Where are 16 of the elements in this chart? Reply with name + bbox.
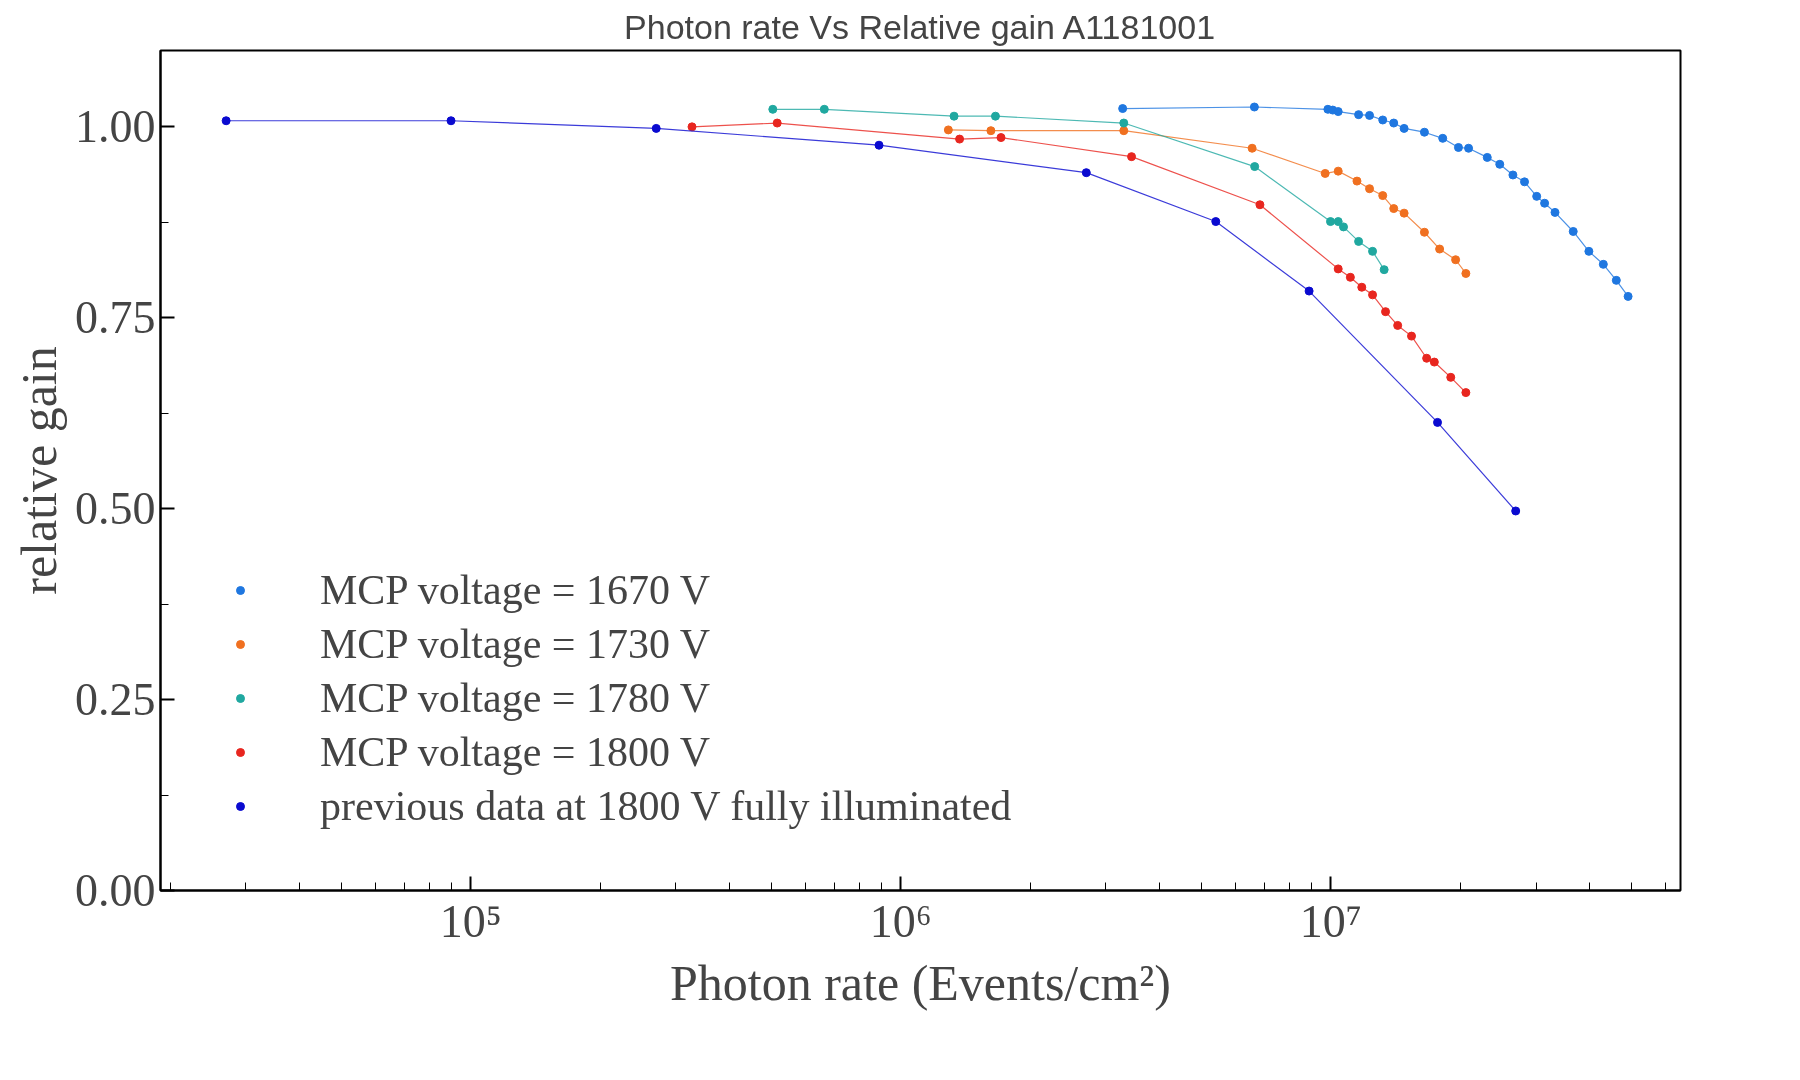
x-tick-label: 10⁵ [439, 895, 502, 947]
legend-label: MCP voltage = 1800 V [320, 728, 711, 776]
y-axis-title: relative gain [11, 346, 67, 595]
legend-label: MCP voltage = 1780 V [320, 674, 711, 722]
x-tick-label: 10⁶ [869, 895, 932, 947]
legend-label: MCP voltage = 1670 V [320, 566, 711, 614]
legend-label: MCP voltage = 1730 V [320, 620, 711, 668]
x-axis-title: Photon rate (Events/cm²) [670, 954, 1171, 1011]
y-tick-label: 0.75 [75, 292, 156, 344]
y-tick-label: 0.00 [75, 865, 156, 916]
x-tick-label: 10⁷ [1299, 895, 1362, 947]
chart-title: Photon rate Vs Relative gain A1181001 [624, 7, 1216, 46]
y-tick-label: 1.00 [75, 101, 156, 153]
y-tick-label: 0.50 [75, 483, 156, 535]
legend-label: previous data at 1800 V fully illuminated [320, 782, 1012, 830]
y-tick-label: 0.25 [75, 674, 156, 726]
